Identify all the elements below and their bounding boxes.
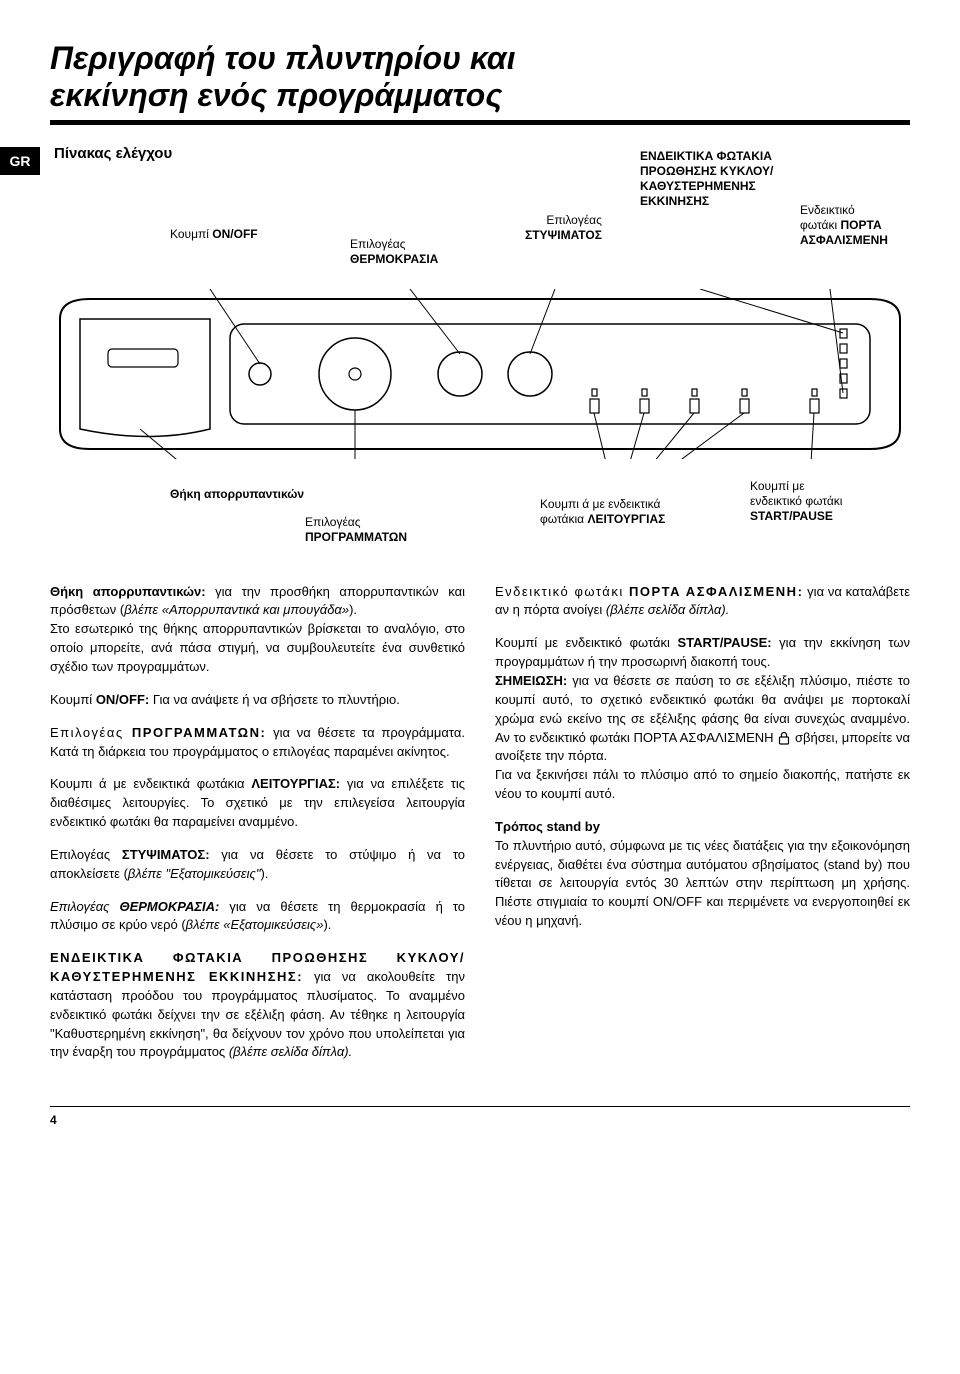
- right-p2-a: Κουμπί με ενδεικτικό φωτάκι: [495, 635, 677, 650]
- detergent-drawer-label: Θήκη απορρυπαντικών: [170, 487, 304, 502]
- temperature-label: Επιλογέας ΘΕΡΜΟΚΡΑΣΙΑ: [350, 237, 438, 267]
- door-locked-l2-bold: ΠΟΡΤΑ: [841, 218, 882, 232]
- cycle-lights-l4: ΕΚΚΙΝΗΣΗΣ: [640, 194, 709, 208]
- left-p3-b: ΠΡΟΓΡΑΜΜΑΤΩΝ:: [132, 725, 266, 740]
- left-p4-a: Κουμπι ά με ενδεικτικά φωτάκια: [50, 776, 251, 791]
- left-p6: Επιλογέας ΘΕΡΜΟΚΡΑΣΙΑ: για να θέσετε τη …: [50, 898, 465, 936]
- right-p2-g: Για να ξεκινήσει πάλι το πλύσιμο από το …: [495, 767, 910, 801]
- left-p2: Κουμπί ON/OFF: Για να ανάψετε ή να σβήσε…: [50, 691, 465, 710]
- start-pause-l2: ενδεικτικό φωτάκι: [750, 494, 842, 508]
- spin-label: Επιλογέας ΣΤΥΨΙΜΑΤΟΣ: [525, 213, 602, 243]
- temperature-label-pre: Επιλογέας: [350, 237, 406, 251]
- start-pause-label: Κουμπί με ενδεικτικό φωτάκι START/PAUSE: [750, 479, 842, 524]
- right-p2-d: ΣΗΜΕΙΩΣΗ:: [495, 673, 567, 688]
- left-p4: Κουμπι ά με ενδεικτικά φωτάκια ΛΕΙΤΟΥΡΓΙ…: [50, 775, 465, 832]
- left-p3-a: Επιλογέας: [50, 725, 132, 740]
- left-p2-a: Κουμπί: [50, 692, 96, 707]
- right-column: Ενδεικτικό φωτάκι ΠΟΡΤΑ ΑΣΦΑΛΙΣΜΕΝΗ: για…: [495, 583, 910, 1077]
- left-p2-b: ON/OFF:: [96, 692, 149, 707]
- right-p1: Ενδεικτικό φωτάκι ΠΟΡΤΑ ΑΣΦΑΛΙΣΜΕΝΗ: για…: [495, 583, 910, 621]
- language-badge: GR: [0, 147, 40, 175]
- left-p1-a: Θήκη απορρυπαντικών:: [50, 584, 206, 599]
- title-line-2: εκκίνηση ενός προγράμματος: [50, 77, 502, 113]
- title-line-1: Περιγραφή του πλυντηρίου και: [50, 40, 516, 76]
- functions-label: Κουμπι ά με ενδεικτικά φωτάκια ΛΕΙΤΟΥΡΓΙ…: [540, 497, 665, 527]
- left-p6-a: Επιλογέας: [50, 899, 119, 914]
- left-p5: Επιλογέας ΣΤΥΨΙΜΑΤΟΣ: για να θέσετε το σ…: [50, 846, 465, 884]
- left-p5-a: Επιλογέας: [50, 847, 122, 862]
- right-p1-b: ΠΟΡΤΑ ΑΣΦΑΛΙΣΜΕΝΗ:: [629, 584, 803, 599]
- footer-rule: [50, 1106, 910, 1107]
- bottom-labels: Θήκη απορρυπαντικών Επιλογέας ΠΡΟΓΡΑΜΜΑΤ…: [50, 465, 910, 555]
- body-columns: Θήκη απορρυπαντικών: για την προσθήκη απ…: [50, 583, 910, 1077]
- top-labels: Πίνακας ελέγχου Κουμπί ON/OFF Επιλογέας …: [50, 145, 910, 285]
- left-p7: ΕΝΔΕΙΚΤΙΚΑ ΦΩΤΑΚΙΑ ΠΡΟΩΘΗΣΗΣ ΚΥΚΛΟΥ/ΚΑΘΥ…: [50, 949, 465, 1062]
- right-p3-a: Τρόπος stand by: [495, 819, 600, 834]
- functions-label-l2-bold: ΛΕΙΤΟΥΡΓΙΑΣ: [587, 512, 665, 526]
- language-badge-text: GR: [10, 153, 31, 169]
- left-p7-c: (βλέπε σελίδα δίπλα).: [229, 1044, 352, 1059]
- door-locked-label: Ενδεικτικό φωτάκι ΠΟΡΤΑ ΑΣΦΑΛΙΣΜΕΝΗ: [800, 203, 888, 248]
- right-p1-a: Ενδεικτικό φωτάκι: [495, 584, 629, 599]
- cycle-lights-label: ΕΝΔΕΙΚΤΙΚΑ ΦΩΤΑΚΙΑ ΠΡΟΩΘΗΣΗΣ ΚΥΚΛΟΥ/ ΚΑΘ…: [640, 149, 773, 209]
- right-p2-b: START/PAUSE:: [677, 635, 771, 650]
- door-locked-l3: ΑΣΦΑΛΙΣΜΕΝΗ: [800, 233, 888, 247]
- left-p3: Επιλογέας ΠΡΟΓΡΑΜΜΑΤΩΝ: για να θέσετε τα…: [50, 724, 465, 762]
- lock-icon: [777, 731, 791, 745]
- left-p1-c: βλέπε «Απορρυπαντικά και μπουγάδα»: [124, 602, 349, 617]
- left-p1: Θήκη απορρυπαντικών: για την προσθήκη απ…: [50, 583, 465, 677]
- left-p5-b: ΣΤΥΨΙΜΑΤΟΣ:: [122, 847, 210, 862]
- left-p5-e: ).: [260, 866, 268, 881]
- left-p4-b: ΛΕΙΤΟΥΡΓΙΑΣ:: [251, 776, 340, 791]
- start-pause-l3: START/PAUSE: [750, 509, 833, 523]
- diagram-block: GR Πίνακας ελέγχου Κουμπί ON/OFF Επιλογέ…: [50, 145, 910, 555]
- left-p6-b: ΘΕΡΜΟΚΡΑΣΙΑ:: [119, 899, 219, 914]
- title-rule: [50, 120, 910, 125]
- spin-label-bold: ΣΤΥΨΙΜΑΤΟΣ: [525, 228, 602, 242]
- functions-label-l2-pre: φωτάκια: [540, 512, 587, 526]
- page-title: Περιγραφή του πλυντηρίου και εκκίνηση εν…: [50, 40, 910, 114]
- programmes-label-bold: ΠΡΟΓΡΑΜΜΑΤΩΝ: [305, 530, 407, 544]
- left-p1-d: ).: [349, 602, 357, 617]
- panel-svg: [50, 289, 910, 459]
- left-p6-e: ).: [323, 917, 331, 932]
- right-p3: Τρόπος stand by Το πλυντήριο αυτό, σύμφω…: [495, 818, 910, 931]
- cycle-lights-l1: ΕΝΔΕΙΚΤΙΚΑ ΦΩΤΑΚΙΑ: [640, 149, 772, 163]
- onoff-label-bold: ON/OFF: [212, 227, 257, 241]
- left-p6-d: βλέπε «Εξατομικεύσεις»: [186, 917, 324, 932]
- programmes-label: Επιλογέας ΠΡΟΓΡΑΜΜΑΤΩΝ: [305, 515, 407, 545]
- onoff-label-pre: Κουμπί: [170, 227, 212, 241]
- start-pause-l1: Κουμπί με: [750, 479, 805, 493]
- cycle-lights-l2: ΠΡΟΩΘΗΣΗΣ ΚΥΚΛΟΥ/: [640, 164, 773, 178]
- door-locked-l1: Ενδεικτικό: [800, 203, 855, 217]
- panel-diagram: [50, 289, 910, 459]
- left-column: Θήκη απορρυπαντικών: για την προσθήκη απ…: [50, 583, 465, 1077]
- onoff-label: Κουμπί ON/OFF: [170, 227, 258, 242]
- programmes-label-pre: Επιλογέας: [305, 515, 361, 529]
- page-number: 4: [50, 1113, 910, 1127]
- control-panel-label: Πίνακας ελέγχου: [54, 145, 172, 164]
- right-p1-d: (βλέπε σελίδα δίπλα).: [606, 602, 729, 617]
- temperature-label-bold: ΘΕΡΜΟΚΡΑΣΙΑ: [350, 252, 438, 266]
- left-p5-d: βλέπε "Εξατομικεύσεις": [128, 866, 261, 881]
- cycle-lights-l3: ΚΑΘΥΣΤΕΡΗΜΕΝΗΣ: [640, 179, 756, 193]
- door-locked-l2-pre: φωτάκι: [800, 218, 841, 232]
- functions-label-l1: Κουμπι ά με ενδεικτικά: [540, 497, 660, 511]
- right-p3-b: Το πλυντήριο αυτό, σύμφωνα με τις νέες δ…: [495, 838, 910, 928]
- right-p2: Κουμπί με ενδεικτικό φωτάκι START/PAUSE:…: [495, 634, 910, 804]
- left-p2-c: Για να ανάψετε ή να σβήσετε το πλυντήριο…: [149, 692, 400, 707]
- left-p1-e: Στο εσωτερικό της θήκης απορρυπαντικών β…: [50, 621, 465, 674]
- spin-label-pre: Επιλογέας: [546, 213, 602, 227]
